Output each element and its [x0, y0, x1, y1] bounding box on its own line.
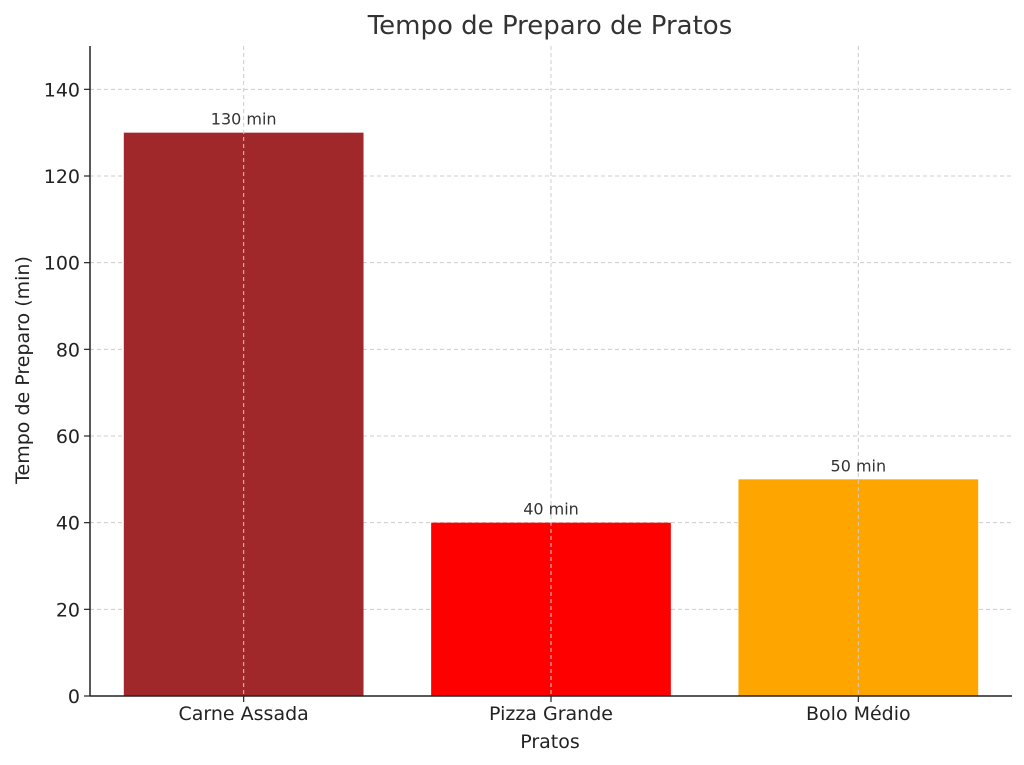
data-label: 50 min [831, 456, 887, 475]
y-tick-labels: 0 20 40 60 80 100 120 140 [44, 79, 80, 708]
chart-title: Tempo de Preparo de Pratos [367, 11, 733, 41]
data-labels: 130 min 40 min 50 min [211, 110, 886, 519]
data-label: 40 min [523, 500, 579, 519]
y-tick-label: 60 [56, 426, 80, 448]
axes [84, 46, 1012, 702]
data-label: 130 min [211, 110, 277, 129]
y-tick-label: 100 [44, 253, 80, 275]
y-tick-label: 0 [68, 686, 80, 708]
y-tick-label: 80 [56, 339, 80, 361]
x-tick-label: Bolo Médio [806, 703, 911, 725]
y-tick-label: 140 [44, 79, 80, 101]
vertical-grid [243, 46, 859, 696]
y-axis-label: Tempo de Preparo (min) [12, 256, 34, 485]
x-tick-label: Carne Assada [179, 703, 309, 725]
x-tick-label: Pizza Grande [489, 703, 613, 725]
y-tick-label: 20 [56, 599, 80, 621]
y-tick-label: 120 [44, 166, 80, 188]
x-axis-label: Pratos [520, 731, 580, 753]
y-tick-label: 40 [56, 513, 80, 535]
x-tick-labels: Carne Assada Pizza Grande Bolo Médio [179, 703, 911, 725]
